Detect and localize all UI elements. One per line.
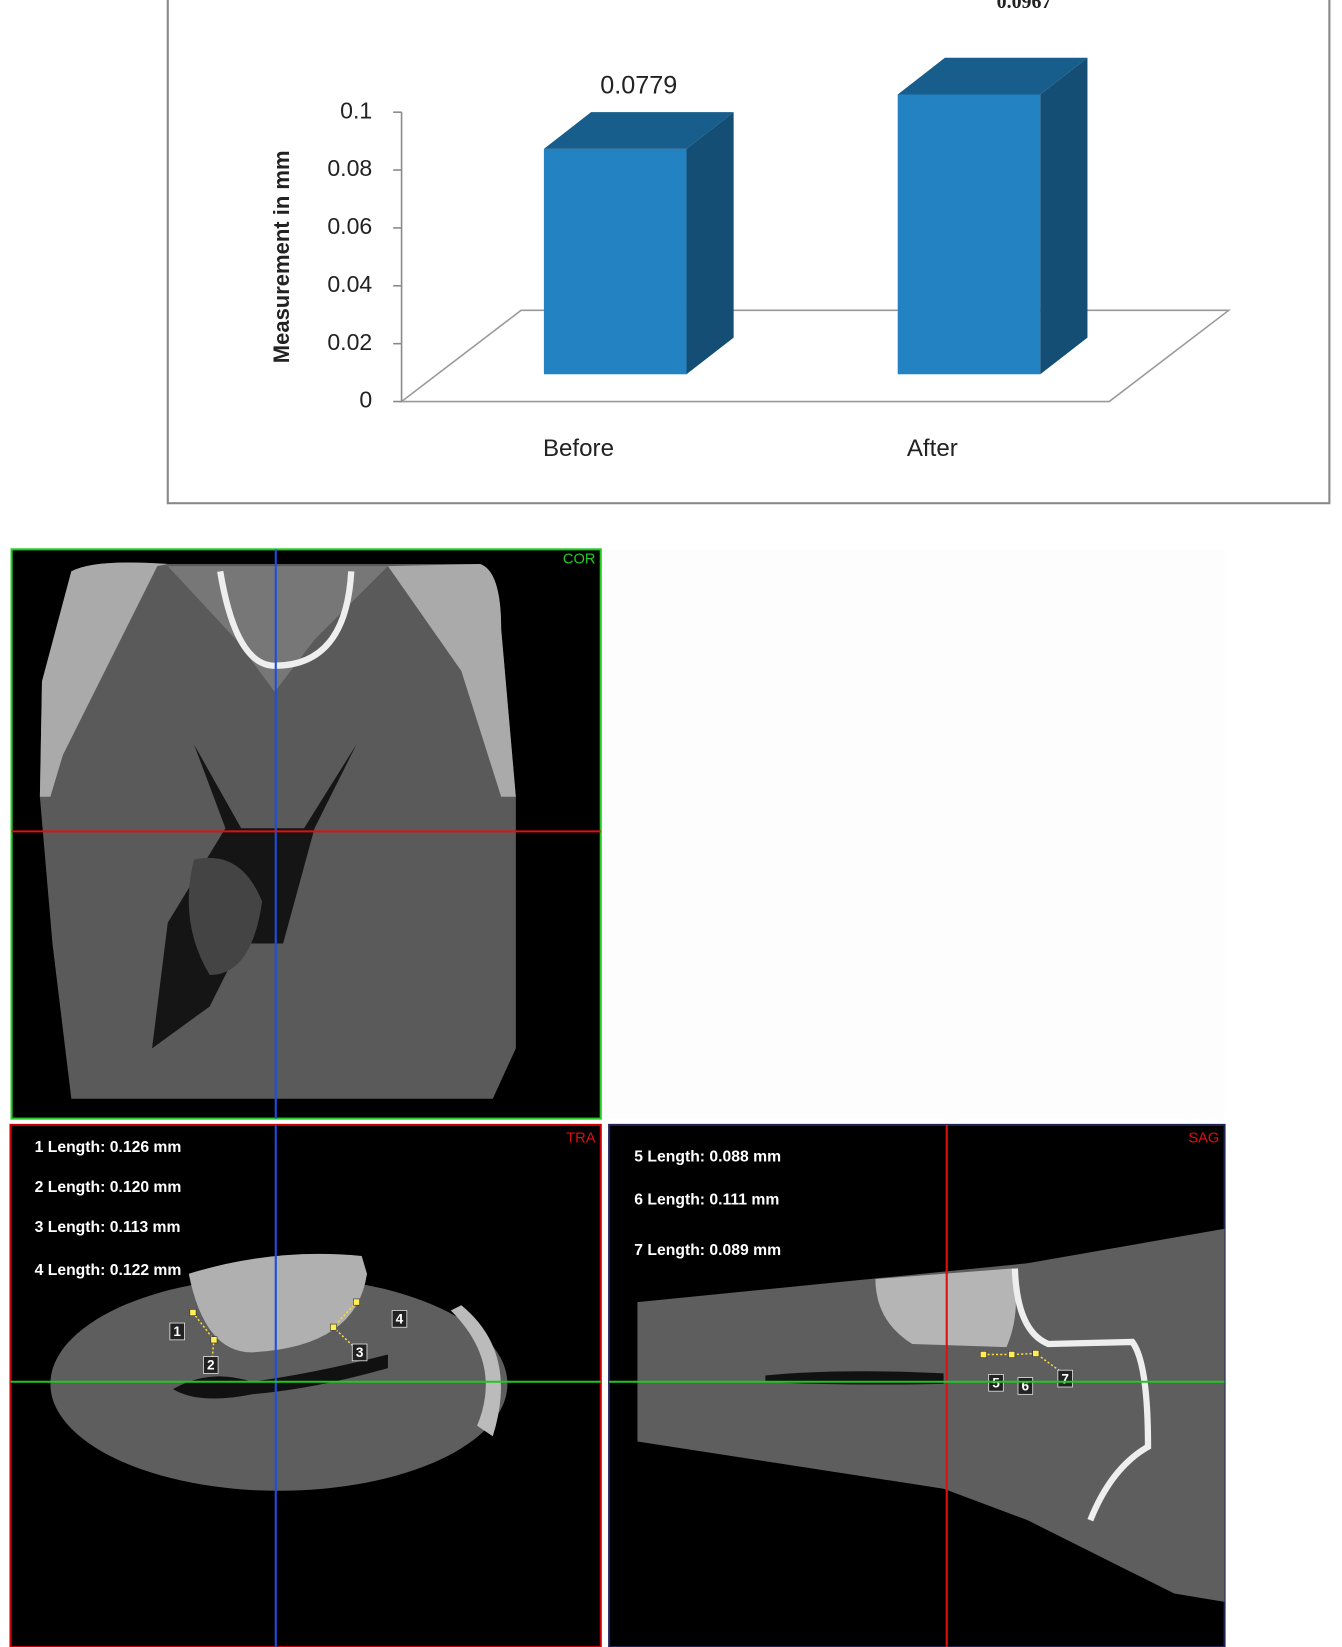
sag-panel: 5 6 7 SAG 5 Length: 0.088 mm 6 Length: 0… — [608, 1123, 1226, 1647]
y-tick-label: 0.06 — [327, 213, 372, 239]
y-tick-label: 0.02 — [327, 329, 372, 355]
marker-label: 4 — [396, 1312, 404, 1327]
bar-top — [543, 112, 734, 149]
measurement: 6 Length: 0.111 mm — [634, 1192, 779, 1209]
measurement: 3 Length: 0.113 mm — [35, 1219, 181, 1236]
value-label: 0.0779 — [600, 72, 677, 100]
x-tick-label: After — [907, 435, 958, 462]
floor — [399, 309, 1232, 403]
y-axis-label: Measurement in mm — [269, 150, 294, 363]
y-tick-label: 0.08 — [327, 155, 372, 181]
marker-label: 1 — [173, 1324, 181, 1339]
y-tick-label: 0.04 — [327, 271, 372, 297]
panel-label: SAG — [1188, 1130, 1219, 1146]
blank-panel — [608, 549, 1225, 1119]
tra-panel: 1 2 3 4 TRA 1 Length: 0.126 mm 2 Length:… — [9, 1123, 602, 1647]
bar-side — [686, 112, 734, 375]
measurement: 4 Length: 0.122 mm — [35, 1262, 182, 1279]
x-tick-label: Before — [543, 435, 614, 462]
y-tick-label: 0.1 — [340, 97, 372, 123]
marker-label: 3 — [356, 1345, 364, 1360]
measurement: 2 Length: 0.120 mm — [35, 1179, 182, 1196]
bar — [897, 94, 1041, 375]
marker-label: 6 — [1022, 1379, 1030, 1394]
measurement: 7 Length: 0.089 mm — [634, 1242, 781, 1259]
bar — [543, 148, 687, 375]
panel-label: COR — [563, 552, 596, 568]
marker-label: 5 — [992, 1375, 1000, 1390]
measurement: 1 Length: 0.126 mm — [35, 1139, 182, 1156]
panel-label: TRA — [566, 1130, 596, 1146]
measurement: 5 Length: 0.088 mm — [634, 1149, 781, 1166]
bar-top — [897, 57, 1088, 95]
marker-label: 7 — [1061, 1371, 1069, 1386]
bar-side — [1040, 57, 1088, 375]
value-label: 0.0967 — [997, 0, 1052, 13]
marker-label: 2 — [207, 1358, 215, 1373]
chart: Measurement in mm 0 0.02 0.04 0.06 0.08 0.1 Be… — [166, 0, 1331, 505]
cor-panel: COR — [10, 548, 602, 1120]
chart-frame — [166, 0, 1331, 505]
y-tick-label: 0 — [359, 387, 372, 413]
